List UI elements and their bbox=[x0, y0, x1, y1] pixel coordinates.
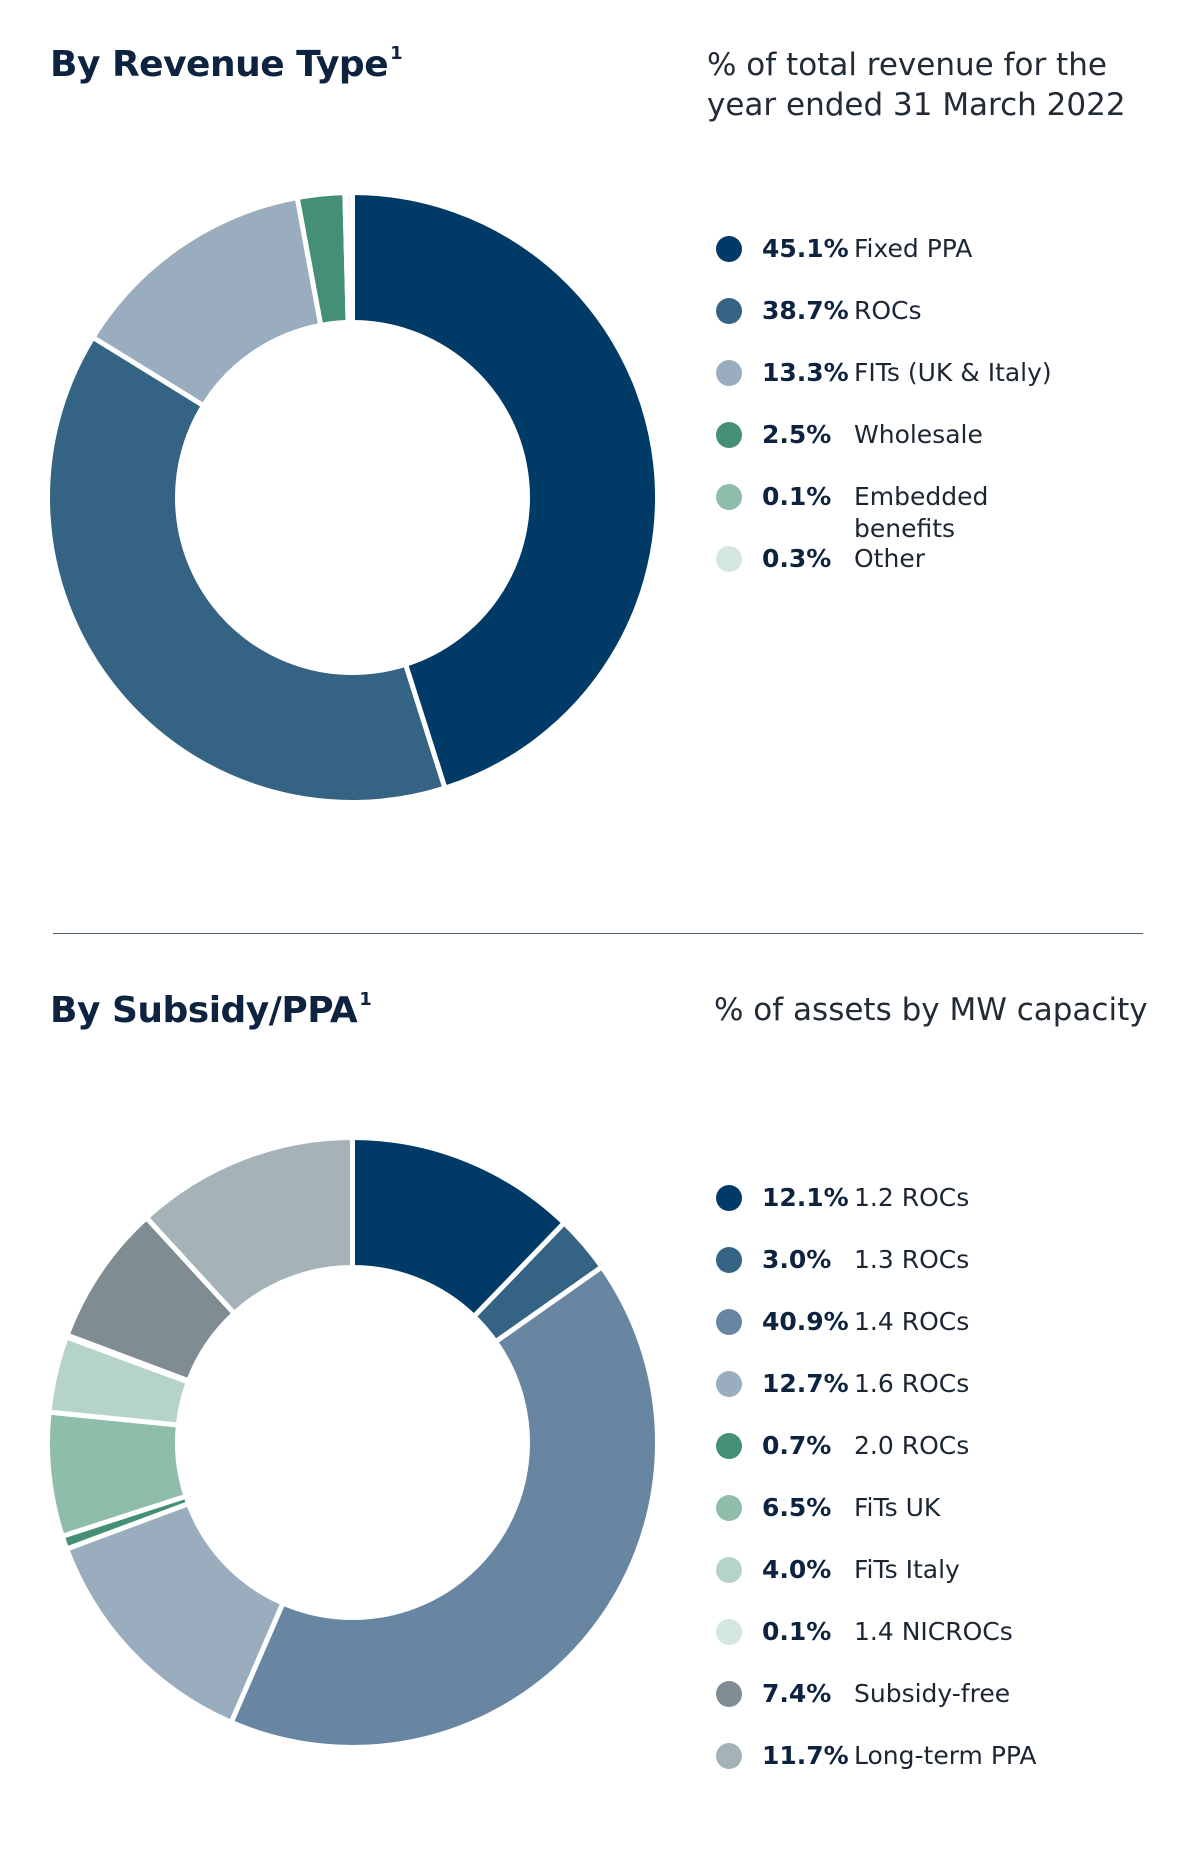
legend-item-wholesale: 2.5% Wholesale bbox=[716, 419, 1074, 481]
legend-swatch bbox=[716, 1185, 742, 1211]
legend-label: ROCs bbox=[854, 296, 922, 325]
section-divider bbox=[53, 933, 1143, 934]
legend-value: 7.4% bbox=[762, 1679, 832, 1708]
legend-item-fits-uk-italy: 13.3% FITs (UK & Italy) bbox=[716, 357, 1074, 419]
legend-swatch bbox=[716, 1743, 742, 1769]
legend-label: 1.4 NICROCs bbox=[854, 1617, 1013, 1646]
legend-value: 45.1% bbox=[762, 234, 849, 263]
revenue-type-legend: 45.1% Fixed PPA 38.7% ROCs 13.3% FITs (UK & I… bbox=[716, 233, 1074, 605]
legend-value: 0.1% bbox=[762, 482, 832, 511]
legend-label: 1.6 ROCs bbox=[854, 1369, 970, 1398]
section-title-text: By Subsidy/PPA bbox=[50, 990, 358, 1031]
legend-label: Embedded benefits bbox=[854, 482, 989, 543]
legend-swatch bbox=[716, 1557, 742, 1583]
legend-value: 11.7% bbox=[762, 1741, 849, 1770]
legend-item-fixed-ppa: 45.1% Fixed PPA bbox=[716, 233, 1074, 295]
legend-value: 38.7% bbox=[762, 296, 849, 325]
footnote-marker: 1 bbox=[390, 43, 403, 64]
legend-label: Fixed PPA bbox=[854, 234, 973, 263]
legend-value: 0.3% bbox=[762, 544, 832, 573]
legend-label: Other bbox=[854, 544, 925, 573]
legend-value: 12.7% bbox=[762, 1369, 849, 1398]
legend-value: 2.5% bbox=[762, 420, 832, 449]
section-subtitle: % of total revenue for the year ended 31… bbox=[707, 47, 1126, 123]
section-title-text: By Revenue Type bbox=[50, 44, 389, 85]
revenue-type-section: By Revenue Type 1 % of total revenue for … bbox=[0, 0, 1200, 900]
legend-item-embedded-benefits: 0.1% Embedded benefits bbox=[716, 481, 1074, 543]
section-title: By Subsidy/PPA 1 bbox=[50, 989, 372, 1031]
legend-swatch bbox=[716, 546, 742, 572]
legend-value: 13.3% bbox=[762, 358, 849, 387]
subsidy-ppa-legend: 12.1% 1.2 ROCs 3.0% 1.3 ROCs 40.9% 1.4 ROCs 12… bbox=[716, 1182, 1074, 1802]
legend-swatch bbox=[716, 298, 742, 324]
legend-swatch bbox=[716, 1309, 742, 1335]
donut-slice-other bbox=[344, 189, 355, 326]
legend-value: 6.5% bbox=[762, 1493, 832, 1522]
subsidy-ppa-section: By Subsidy/PPA 1 % of assets by MW capaci… bbox=[0, 960, 1200, 1850]
legend-swatch bbox=[716, 1433, 742, 1459]
legend-item-long-term-ppa: 11.7% Long-term PPA bbox=[716, 1740, 1074, 1802]
legend-item-1-4-rocs: 40.9% 1.4 ROCs bbox=[716, 1306, 1074, 1368]
legend-value: 3.0% bbox=[762, 1245, 832, 1274]
legend-swatch bbox=[716, 484, 742, 510]
donut-slice-fixed-ppa bbox=[350, 189, 660, 792]
legend-value: 4.0% bbox=[762, 1555, 832, 1584]
legend-item-other: 0.3% Other bbox=[716, 543, 1074, 605]
legend-label: Wholesale bbox=[854, 420, 983, 449]
legend-swatch bbox=[716, 236, 742, 262]
legend-label: FITs (UK & Italy) bbox=[854, 358, 1052, 387]
legend-item-1-4-nicrocs: 0.1% 1.4 NICROCs bbox=[716, 1616, 1074, 1678]
legend-label: 1.2 ROCs bbox=[854, 1183, 970, 1212]
legend-swatch bbox=[716, 360, 742, 386]
donut-slice-long-term-ppa bbox=[142, 1134, 355, 1318]
legend-label: 1.3 ROCs bbox=[854, 1245, 970, 1274]
legend-swatch bbox=[716, 1371, 742, 1397]
legend-swatch bbox=[716, 422, 742, 448]
legend-value: 0.7% bbox=[762, 1431, 832, 1460]
subsidy-ppa-donut-chart bbox=[45, 1134, 660, 1750]
legend-swatch bbox=[716, 1247, 742, 1273]
legend-swatch bbox=[716, 1495, 742, 1521]
donut-slice-1-4-rocs bbox=[227, 1263, 660, 1750]
section-title: By Revenue Type 1 bbox=[50, 43, 403, 85]
legend-item-subsidy-free: 7.4% Subsidy-free bbox=[716, 1678, 1074, 1740]
legend-value: 40.9% bbox=[762, 1307, 849, 1336]
donut-slice-rocs bbox=[45, 333, 449, 805]
legend-item-2-0-rocs: 0.7% 2.0 ROCs bbox=[716, 1430, 1074, 1492]
legend-item-1-3-rocs: 3.0% 1.3 ROCs bbox=[716, 1244, 1074, 1306]
legend-swatch bbox=[716, 1619, 742, 1645]
legend-value: 12.1% bbox=[762, 1183, 849, 1212]
legend-label: FiTs UK bbox=[854, 1493, 941, 1522]
legend-label: Subsidy-free bbox=[854, 1679, 1011, 1708]
section-subtitle: % of assets by MW capacity bbox=[714, 992, 1148, 1028]
legend-item-fits-uk: 6.5% FiTs UK bbox=[716, 1492, 1074, 1554]
legend-label: 1.4 ROCs bbox=[854, 1307, 970, 1336]
legend-item-1-2-rocs: 12.1% 1.2 ROCs bbox=[716, 1182, 1074, 1244]
legend-item-1-6-rocs: 12.7% 1.6 ROCs bbox=[716, 1368, 1074, 1430]
legend-value: 0.1% bbox=[762, 1617, 832, 1646]
footnote-marker: 1 bbox=[359, 989, 372, 1010]
legend-label: 2.0 ROCs bbox=[854, 1431, 970, 1460]
legend-label: Long-term PPA bbox=[854, 1741, 1037, 1770]
legend-item-fits-italy: 4.0% FiTs Italy bbox=[716, 1554, 1074, 1616]
legend-label: FiTs Italy bbox=[854, 1555, 960, 1584]
legend-item-rocs: 38.7% ROCs bbox=[716, 295, 1074, 357]
revenue-type-donut-chart bbox=[45, 189, 660, 805]
legend-swatch bbox=[716, 1681, 742, 1707]
